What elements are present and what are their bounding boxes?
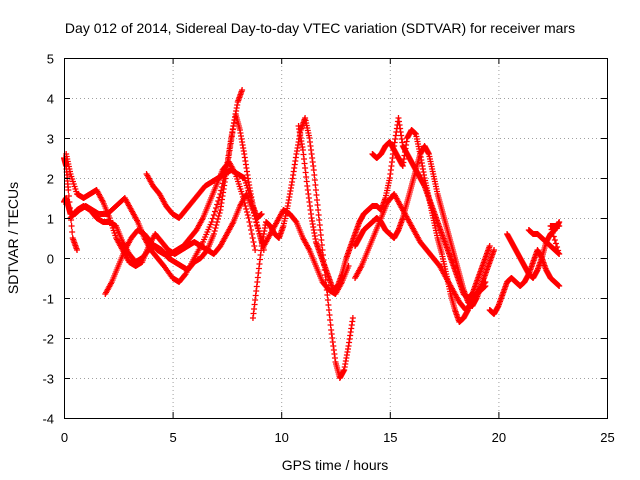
chart-title: Day 012 of 2014, Sidereal Day-to-day VTE… xyxy=(65,20,575,36)
data-point xyxy=(245,215,252,221)
data-point xyxy=(66,199,73,205)
plot-frame xyxy=(64,58,608,419)
data-point xyxy=(209,215,216,222)
y-ticks: -4 -3 -2 -1 0 1 2 3 4 5 xyxy=(42,52,607,427)
data-point xyxy=(258,211,265,217)
data-point xyxy=(252,216,259,222)
data-point xyxy=(67,211,74,217)
x-ticks: 0 5 10 15 20 25 xyxy=(61,58,615,445)
data-point xyxy=(215,198,222,204)
data-point xyxy=(243,209,250,215)
data-point xyxy=(244,212,251,218)
data-point xyxy=(249,202,256,208)
data-point xyxy=(251,209,258,215)
x-tick-label: 5 xyxy=(169,430,176,445)
y-axis-label: SDTVAR / TECUs xyxy=(5,182,21,294)
series-trace-g xyxy=(295,115,493,301)
y-tick-label: 1 xyxy=(47,212,54,227)
data-point xyxy=(491,247,498,253)
data-point xyxy=(213,222,220,228)
data-point xyxy=(241,200,248,206)
data-point xyxy=(211,228,218,234)
grid xyxy=(64,58,607,418)
data-point xyxy=(247,195,254,201)
data-point xyxy=(210,231,217,237)
data-point xyxy=(65,193,72,199)
data-point xyxy=(556,283,563,289)
data-point xyxy=(208,219,215,225)
data-point xyxy=(243,206,250,212)
series-trace-e xyxy=(143,167,352,297)
data-point xyxy=(210,212,217,218)
data-point xyxy=(214,216,221,222)
data-point xyxy=(554,244,561,250)
data-point xyxy=(242,203,249,209)
series-trace-f xyxy=(249,115,356,381)
y-tick-label: -4 xyxy=(42,412,54,427)
series-trace-k xyxy=(486,247,563,317)
data-point xyxy=(552,240,559,247)
data-point xyxy=(214,219,221,225)
data-point xyxy=(74,247,81,253)
data-point xyxy=(482,279,489,285)
data-point xyxy=(556,223,563,229)
x-tick-label: 25 xyxy=(600,430,614,445)
data-point xyxy=(349,315,356,321)
y-tick-label: 2 xyxy=(47,172,54,187)
data-point xyxy=(216,210,223,216)
data-point xyxy=(251,243,258,249)
data-point xyxy=(251,212,258,219)
x-tick-label: 20 xyxy=(492,430,506,445)
data-point xyxy=(250,205,257,212)
data-point xyxy=(214,201,221,208)
data-point xyxy=(239,191,246,197)
data-point xyxy=(212,225,219,231)
data-point xyxy=(549,230,556,236)
data-point xyxy=(247,223,254,229)
data-point xyxy=(252,247,259,253)
x-axis-label: GPS time / hours xyxy=(282,457,389,473)
data-point xyxy=(551,237,558,243)
data-point xyxy=(555,247,562,254)
y-tick-label: 0 xyxy=(47,252,54,267)
y-tick-label: -3 xyxy=(42,372,54,387)
data-point xyxy=(249,235,256,241)
series-trace-m xyxy=(525,223,563,257)
data-point xyxy=(69,229,76,235)
data-point xyxy=(246,219,253,225)
data-point xyxy=(250,239,257,245)
x-tick-label: 15 xyxy=(383,430,397,445)
data-point xyxy=(481,280,488,286)
data-point xyxy=(239,194,246,200)
data-point xyxy=(215,213,222,219)
data-point xyxy=(240,197,247,203)
y-tick-label: 3 xyxy=(47,132,54,147)
data-point xyxy=(248,231,255,237)
x-tick-label: 0 xyxy=(61,430,68,445)
data-point xyxy=(239,87,246,93)
x-tick-label: 10 xyxy=(274,430,288,445)
data-point xyxy=(253,219,260,226)
y-tick-label: 5 xyxy=(47,52,54,67)
y-tick-label: 4 xyxy=(47,92,54,107)
data-point xyxy=(65,187,72,193)
data-points xyxy=(61,87,563,381)
series-trace-d xyxy=(102,159,259,297)
data-point xyxy=(213,205,220,211)
data-point xyxy=(550,233,557,240)
data-point xyxy=(248,198,255,205)
data-point xyxy=(68,223,75,229)
data-point xyxy=(211,208,218,215)
series-trace-j xyxy=(352,191,489,313)
y-tick-label: -2 xyxy=(42,332,54,347)
y-tick-label: -1 xyxy=(42,292,54,307)
data-point xyxy=(486,243,493,249)
data-point xyxy=(68,217,75,223)
data-point xyxy=(66,205,73,211)
data-point xyxy=(248,227,255,233)
data-point xyxy=(556,251,563,257)
